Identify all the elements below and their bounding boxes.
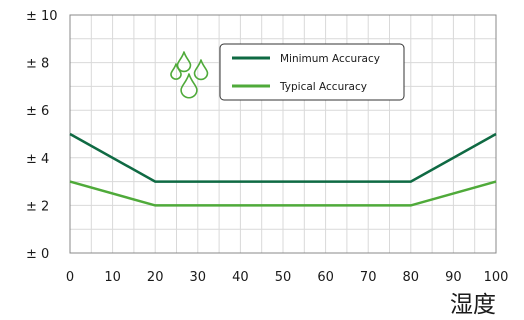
legend-label-typical-accuracy: Typical Accuracy xyxy=(279,81,367,93)
y-tick-label: ± 8 xyxy=(26,57,49,72)
x-tick-label: 100 xyxy=(484,270,509,285)
x-tick-label: 50 xyxy=(275,270,292,285)
water-drop xyxy=(193,59,209,81)
x-axis-title: 湿度 xyxy=(450,292,496,318)
water-drop xyxy=(180,73,198,99)
y-tick-label: ± 10 xyxy=(26,9,58,24)
y-tick-label: ± 0 xyxy=(26,247,49,262)
y-tick-label: ± 2 xyxy=(26,199,49,214)
x-tick-label: 0 xyxy=(66,270,74,285)
x-tick-labels: 0 10 20 30 40 50 60 70 80 90 100 xyxy=(66,270,509,285)
water-drops-icon xyxy=(170,51,209,99)
y-tick-label: ± 4 xyxy=(26,152,49,167)
x-tick-label: 20 xyxy=(147,270,164,285)
legend-label-minimum-accuracy: Minimum Accuracy xyxy=(280,53,380,65)
x-tick-label: 40 xyxy=(232,270,249,285)
x-tick-label: 30 xyxy=(190,270,207,285)
series-lines xyxy=(69,132,497,207)
series-line-typical-accuracy xyxy=(69,180,497,207)
x-tick-label: 10 xyxy=(104,270,121,285)
series-line-minimum-accuracy xyxy=(69,132,497,183)
x-tick-label: 60 xyxy=(317,270,334,285)
x-tick-label: 80 xyxy=(403,270,420,285)
water-drop xyxy=(170,63,182,80)
water-drop xyxy=(176,51,192,73)
x-tick-label: 90 xyxy=(445,270,462,285)
legend: Minimum Accuracy Typical Accuracy xyxy=(219,43,405,101)
x-tick-label: 70 xyxy=(360,270,377,285)
y-tick-label: ± 6 xyxy=(26,104,49,119)
y-tick-labels: ± 0 ± 2 ± 4 ± 6 ± 8 ± 10 xyxy=(26,9,58,262)
